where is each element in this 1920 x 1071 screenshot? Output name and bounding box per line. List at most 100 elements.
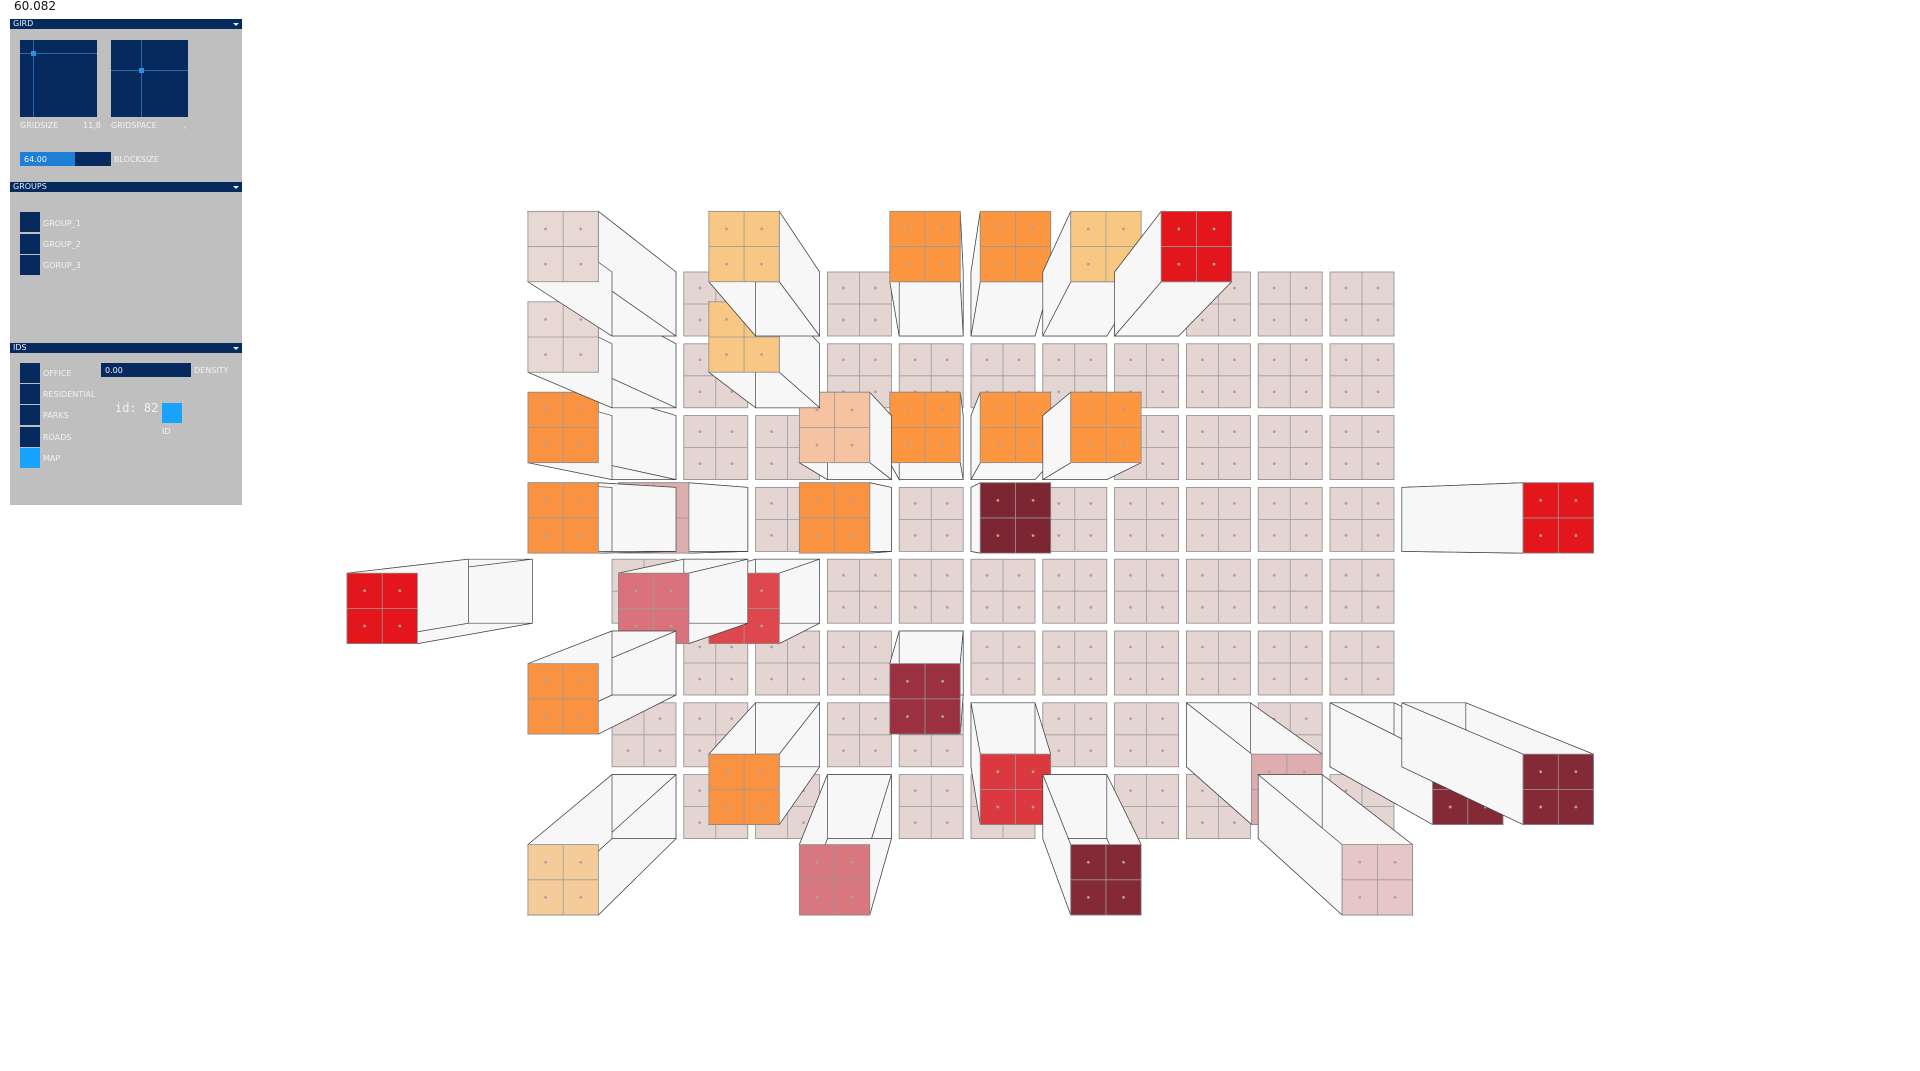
blocksize-slider-fill <box>20 152 75 166</box>
grid-block <box>1114 702 1179 768</box>
grid-block <box>898 415 964 481</box>
elevated-block <box>1401 702 1594 826</box>
elevated-block <box>1185 702 1324 826</box>
id-label: ID <box>162 427 171 436</box>
block-top <box>1522 753 1594 825</box>
blocksize-slider[interactable]: 64.00 <box>20 152 111 166</box>
roads-label: ROADS <box>43 433 72 442</box>
grid-block <box>611 271 677 337</box>
elevated-block <box>889 630 964 735</box>
collapse-arrow-icon[interactable] <box>233 347 239 350</box>
collapse-arrow-icon[interactable] <box>233 23 239 26</box>
residential-label: RESIDENTIAL <box>43 390 96 399</box>
grid-block <box>611 774 677 839</box>
group-3-toggle[interactable] <box>20 255 40 275</box>
grid-block <box>898 486 964 552</box>
grid-block <box>1114 271 1179 337</box>
grid-block <box>1042 774 1108 839</box>
fps-counter: 60.082 <box>14 0 56 13</box>
group-3-label: GORUP_3 <box>43 261 81 270</box>
grid-block <box>1186 486 1251 552</box>
grid-block <box>1186 774 1251 839</box>
grid-block <box>1257 415 1323 481</box>
block-top <box>1070 210 1142 283</box>
elevated-blocks-layer <box>346 210 1594 916</box>
grid-block <box>755 630 820 696</box>
office-toggle[interactable] <box>20 363 40 383</box>
elevated-block <box>1401 482 1594 554</box>
block-top <box>798 391 871 464</box>
elevated-block <box>798 774 892 916</box>
roads-toggle[interactable] <box>20 427 40 447</box>
elevated-block <box>526 773 677 916</box>
elevated-block <box>618 482 749 554</box>
grid-block <box>970 702 1036 768</box>
grid-block <box>1114 486 1179 552</box>
grid-block <box>827 774 892 839</box>
block-top <box>618 572 690 645</box>
grid-block <box>1114 343 1179 409</box>
grid-block <box>683 774 749 839</box>
elevated-block <box>527 301 677 409</box>
elevated-block <box>1113 210 1233 337</box>
elevated-block <box>527 391 677 481</box>
block-top <box>1070 844 1142 916</box>
grid-block <box>1042 271 1108 337</box>
density-label: DENSITY <box>194 366 229 375</box>
elevated-block <box>526 210 678 337</box>
grid-block <box>755 558 820 624</box>
block-top <box>889 210 961 283</box>
id-color-swatch[interactable] <box>162 403 182 423</box>
elevated-block <box>527 482 677 554</box>
grid-block <box>683 630 749 696</box>
grid-block <box>1114 558 1179 624</box>
block-top <box>527 844 599 916</box>
map-toggle[interactable] <box>20 448 40 468</box>
grid-block <box>1329 343 1395 409</box>
grid-block <box>1186 630 1251 696</box>
gridsize-handle-icon[interactable] <box>31 51 36 56</box>
block-top <box>979 210 1052 283</box>
elevated-block <box>1257 773 1414 916</box>
elevated-block <box>970 482 1052 554</box>
blocksize-value: 64.00 <box>24 155 47 164</box>
block-top <box>527 210 599 283</box>
map-label: MAP <box>43 454 61 463</box>
group-1-toggle[interactable] <box>20 212 40 232</box>
grid-block <box>1042 343 1108 409</box>
office-label: OFFICE <box>43 369 72 378</box>
grid-block <box>1042 630 1108 696</box>
elevated-block <box>708 210 821 338</box>
gridsize-pad[interactable] <box>20 40 97 117</box>
grid-block <box>970 271 1036 337</box>
block-top <box>979 482 1052 554</box>
grid-block <box>1329 630 1395 696</box>
gridspace-pad[interactable] <box>111 40 188 117</box>
grid-block <box>1329 558 1395 624</box>
ids-panel-header[interactable]: IDS <box>10 343 242 353</box>
grid-panel-header[interactable]: GIRD <box>10 19 242 29</box>
elevated-block <box>970 702 1052 825</box>
ids-panel-title: IDS <box>13 343 27 352</box>
grid-block <box>970 415 1036 481</box>
collapse-arrow-icon[interactable] <box>233 186 239 189</box>
gridspace-handle-icon[interactable] <box>139 68 144 73</box>
grid-block <box>1329 486 1395 552</box>
grid-block <box>970 343 1036 409</box>
parks-toggle[interactable] <box>20 405 40 425</box>
groups-panel-header[interactable]: GROUPS <box>10 182 242 192</box>
group-2-toggle[interactable] <box>20 234 40 254</box>
group-1-label: GROUP_1 <box>43 219 81 228</box>
elevated-block <box>707 300 821 409</box>
grid-block <box>611 343 677 409</box>
grid-block <box>1257 558 1323 624</box>
grid-block <box>611 486 677 552</box>
grid-panel: GIRD GRIDSIZE 11,8 GRIDSPACE , 64.00 BLO… <box>10 19 242 183</box>
residential-toggle[interactable] <box>20 384 40 404</box>
elevated-block <box>708 558 820 645</box>
density-slider[interactable]: 0.00 <box>101 363 191 377</box>
density-value: 0.00 <box>105 366 123 375</box>
grid-block <box>683 486 749 552</box>
block-top <box>979 753 1052 825</box>
